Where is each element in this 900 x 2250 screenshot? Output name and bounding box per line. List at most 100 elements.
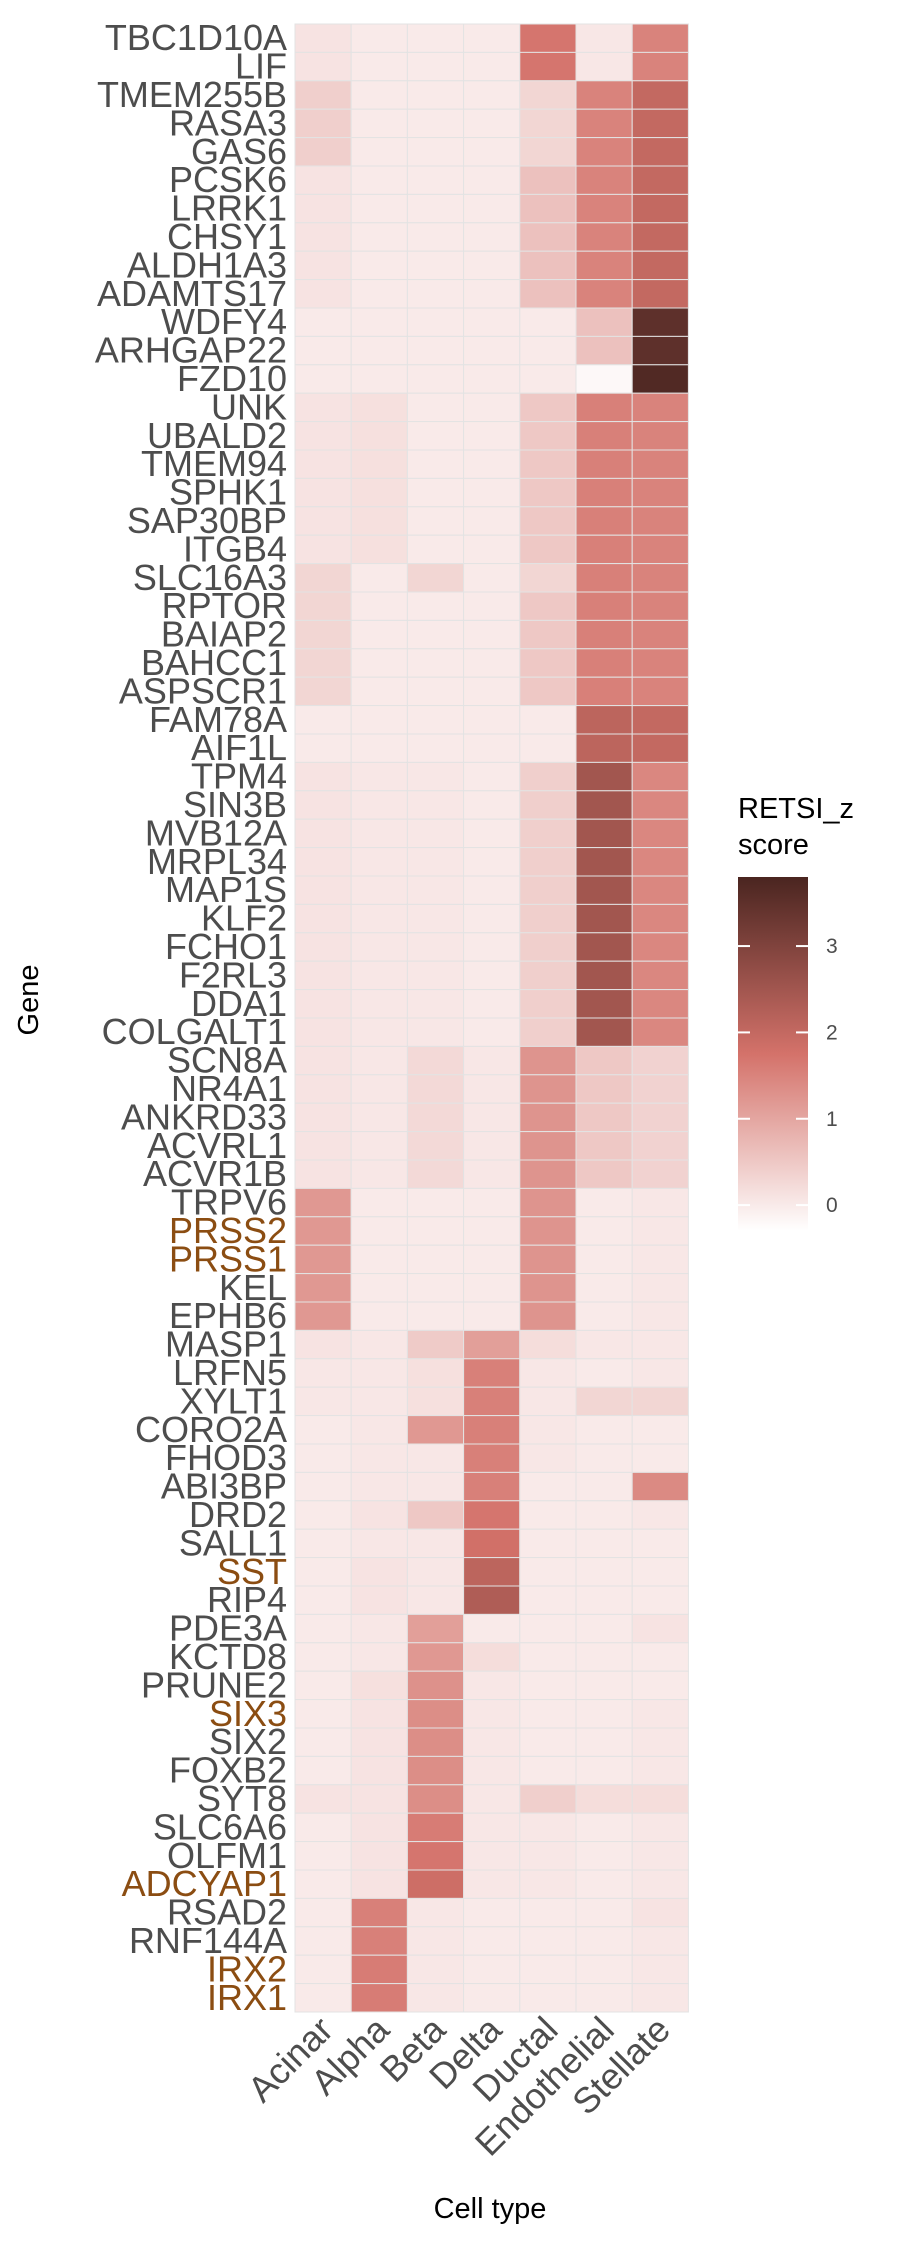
heatmap-cell-slc16a3-ductal bbox=[519, 563, 577, 593]
gene-label-nr4a1: NR4A1 bbox=[171, 1068, 287, 1109]
heatmap-cell-lrfn5-ductal bbox=[519, 1358, 577, 1388]
gene-label-drd2: DRD2 bbox=[189, 1494, 287, 1535]
heatmap-cell-kctd8-alpha bbox=[350, 1642, 408, 1672]
heatmap-cell-rptor-alpha bbox=[350, 591, 408, 621]
heatmap-cell-syt8-ductal bbox=[519, 1784, 577, 1814]
heatmap-cell-arhgap22-ductal bbox=[519, 335, 577, 366]
heatmap-cell-irx1-alpha bbox=[350, 1983, 408, 2013]
heatmap-cell-baiap2-acinar bbox=[294, 619, 352, 650]
heatmap-cell-ankrd33-delta bbox=[463, 1102, 521, 1133]
gene-label-klf2: KLF2 bbox=[201, 898, 287, 939]
heatmap-cell-lif-acinar bbox=[294, 51, 352, 82]
heatmap-cell-aspscr1-endothelial bbox=[575, 676, 633, 707]
heatmap-cell-ubald2-alpha bbox=[350, 421, 408, 451]
heatmap-cell-prss2-stellate bbox=[631, 1216, 689, 1246]
gene-label-syt8: SYT8 bbox=[197, 1778, 287, 1819]
heatmap-cell-six3-acinar bbox=[294, 1699, 352, 1729]
heatmap-cell-irx1-ductal bbox=[519, 1983, 577, 2013]
heatmap-cell-foxb2-beta bbox=[406, 1755, 465, 1786]
heatmap-cell-kctd8-delta bbox=[463, 1642, 521, 1672]
gene-label-lif: LIF bbox=[235, 46, 287, 87]
heatmap-cell-trpv6-alpha bbox=[350, 1187, 408, 1218]
heatmap-cell-rptor-acinar bbox=[294, 591, 352, 621]
heatmap-cell-slc16a3-stellate bbox=[631, 563, 689, 593]
heatmap-cell-aspscr1-acinar bbox=[294, 676, 352, 707]
heatmap-cell-bahcc1-alpha bbox=[350, 648, 408, 678]
heatmap-cell-bahcc1-stellate bbox=[631, 648, 689, 678]
heatmap-cell-arhgap22-endothelial bbox=[575, 335, 633, 366]
gene-label-coro2a: CORO2A bbox=[135, 1409, 287, 1450]
heatmap-cell-tmem94-endothelial bbox=[575, 449, 633, 479]
gene-label-tbc1d10a: TBC1D10A bbox=[105, 17, 287, 58]
heatmap-cell-wdfy4-stellate bbox=[631, 307, 689, 337]
heatmap-cell-lrrk1-endothelial bbox=[575, 193, 633, 224]
heatmap-cell-ephb6-stellate bbox=[631, 1301, 689, 1331]
heatmap-cell-f2rl3-beta bbox=[406, 960, 465, 991]
heatmap-cell-gas6-ductal bbox=[519, 137, 577, 167]
heatmap-cell-rip4-stellate bbox=[631, 1585, 689, 1615]
gene-label-rasa3: RASA3 bbox=[169, 102, 287, 143]
heatmap-cell-kel-delta bbox=[463, 1273, 521, 1303]
heatmap-cell-adcyap1-stellate bbox=[631, 1869, 689, 1899]
heatmap-cell-xylt1-beta bbox=[406, 1386, 465, 1417]
heatmap-cell-tmem255b-stellate bbox=[631, 80, 689, 110]
heatmap-cell-tmem255b-ductal bbox=[519, 80, 577, 110]
heatmap-cell-dda1-beta bbox=[406, 989, 465, 1019]
heatmap-cell-ephb6-beta bbox=[406, 1301, 465, 1331]
heatmap-cell-rnf144a-stellate bbox=[631, 1926, 689, 1956]
heatmap-cell-f2rl3-delta bbox=[463, 960, 521, 991]
heatmap-cell-xylt1-alpha bbox=[350, 1386, 408, 1417]
legend-tick-label-3: 3 bbox=[826, 935, 838, 958]
legend-tick-label-2: 2 bbox=[826, 1021, 838, 1044]
heatmap-cell-rnf144a-acinar bbox=[294, 1926, 352, 1956]
heatmap-cell-fcho1-acinar bbox=[294, 932, 352, 962]
heatmap-cell-colgalt1-acinar bbox=[294, 1017, 352, 1047]
gene-label-rnf144a: RNF144A bbox=[129, 1920, 287, 1961]
heatmap-cell-f2rl3-endothelial bbox=[575, 960, 633, 991]
heatmap-cell-fam78a-stellate bbox=[631, 705, 689, 735]
heatmap-cell-fam78a-ductal bbox=[519, 705, 577, 735]
legend-title-line-2: score bbox=[738, 829, 809, 861]
heatmap-cell-tmem255b-endothelial bbox=[575, 80, 633, 110]
heatmap-cell-pcsk6-stellate bbox=[631, 165, 689, 195]
heatmap-cell-adamts17-ductal bbox=[519, 279, 577, 309]
heatmap-cell-mrpl34-acinar bbox=[294, 847, 352, 877]
gene-label-bahcc1: BAHCC1 bbox=[141, 642, 287, 683]
heatmap-cell-fcho1-delta bbox=[463, 932, 521, 962]
heatmap-cell-scn8a-delta bbox=[463, 1045, 521, 1076]
gene-label-colgalt1: COLGALT1 bbox=[102, 1011, 287, 1052]
heatmap-cell-six2-alpha bbox=[350, 1727, 408, 1757]
heatmap-cell-tpm4-beta bbox=[406, 761, 465, 792]
heatmap-cell-lif-endothelial bbox=[575, 51, 633, 82]
heatmap-cell-rasa3-delta bbox=[463, 108, 521, 139]
heatmap-cell-trpv6-stellate bbox=[631, 1187, 689, 1218]
heatmap-cell-tbc1d10a-delta bbox=[463, 23, 521, 53]
heatmap-cell-nr4a1-ductal bbox=[519, 1074, 577, 1104]
heatmap-cell-prss1-acinar bbox=[294, 1244, 352, 1275]
gene-label-abi3bp: ABI3BP bbox=[161, 1466, 287, 1507]
gene-label-xylt1: XYLT1 bbox=[180, 1380, 287, 1421]
gene-label-scn8a: SCN8A bbox=[167, 1040, 287, 1081]
heatmap-cell-sap30bp-beta bbox=[406, 506, 465, 536]
heatmap-cell-kctd8-acinar bbox=[294, 1642, 352, 1672]
heatmap-cell-acvrl1-stellate bbox=[631, 1131, 689, 1161]
heatmap-cell-pcsk6-beta bbox=[406, 165, 465, 195]
heatmap-cell-adcyap1-delta bbox=[463, 1869, 521, 1899]
gene-label-masp1: MASP1 bbox=[165, 1324, 287, 1365]
heatmap-cell-ankrd33-alpha bbox=[350, 1102, 408, 1133]
heatmap-cell-six2-ductal bbox=[519, 1727, 577, 1757]
heatmap-cell-acvr1b-beta bbox=[406, 1159, 465, 1189]
gene-label-prss1: PRSS1 bbox=[169, 1238, 287, 1279]
heatmap-cell-nr4a1-endothelial bbox=[575, 1074, 633, 1104]
heatmap-cell-aif1l-delta bbox=[463, 733, 521, 763]
heatmap-cell-kctd8-endothelial bbox=[575, 1642, 633, 1672]
heatmap-cell-coro2a-beta bbox=[406, 1415, 465, 1445]
heatmap-cell-lrrk1-beta bbox=[406, 193, 465, 224]
heatmap-cell-irx2-ductal bbox=[519, 1954, 577, 1985]
heatmap-cell-fam78a-delta bbox=[463, 705, 521, 735]
heatmap-cell-rptor-ductal bbox=[519, 591, 577, 621]
heatmap-cell-olfm1-ductal bbox=[519, 1841, 577, 1871]
heatmap-cell-fzd10-endothelial bbox=[575, 364, 633, 394]
heatmap-cell-rip4-ductal bbox=[519, 1585, 577, 1615]
heatmap-cell-foxb2-acinar bbox=[294, 1755, 352, 1786]
